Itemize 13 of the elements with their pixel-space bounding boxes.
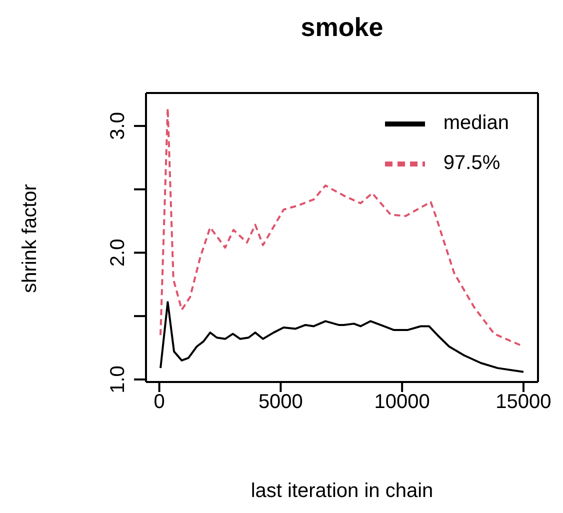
- x-tick-label: 0: [154, 391, 165, 414]
- y-tick-label: 2.0: [107, 238, 129, 267]
- y-axis-title: shrink factor: [18, 184, 42, 292]
- x-tick-label: 15000: [496, 391, 552, 414]
- x-tick-label: 5000: [258, 391, 303, 414]
- line-series: [160, 301, 524, 373]
- y-tick-label: 3.0: [107, 112, 129, 140]
- x-tick-label: 10000: [374, 391, 430, 414]
- y-tick-label: 1.0: [107, 366, 129, 394]
- legend-label: 97.5%: [443, 152, 500, 174]
- legend-label: median: [443, 112, 509, 134]
- x-axis-title: last iteration in chain: [250, 480, 434, 503]
- chart-title: smoke: [300, 12, 384, 43]
